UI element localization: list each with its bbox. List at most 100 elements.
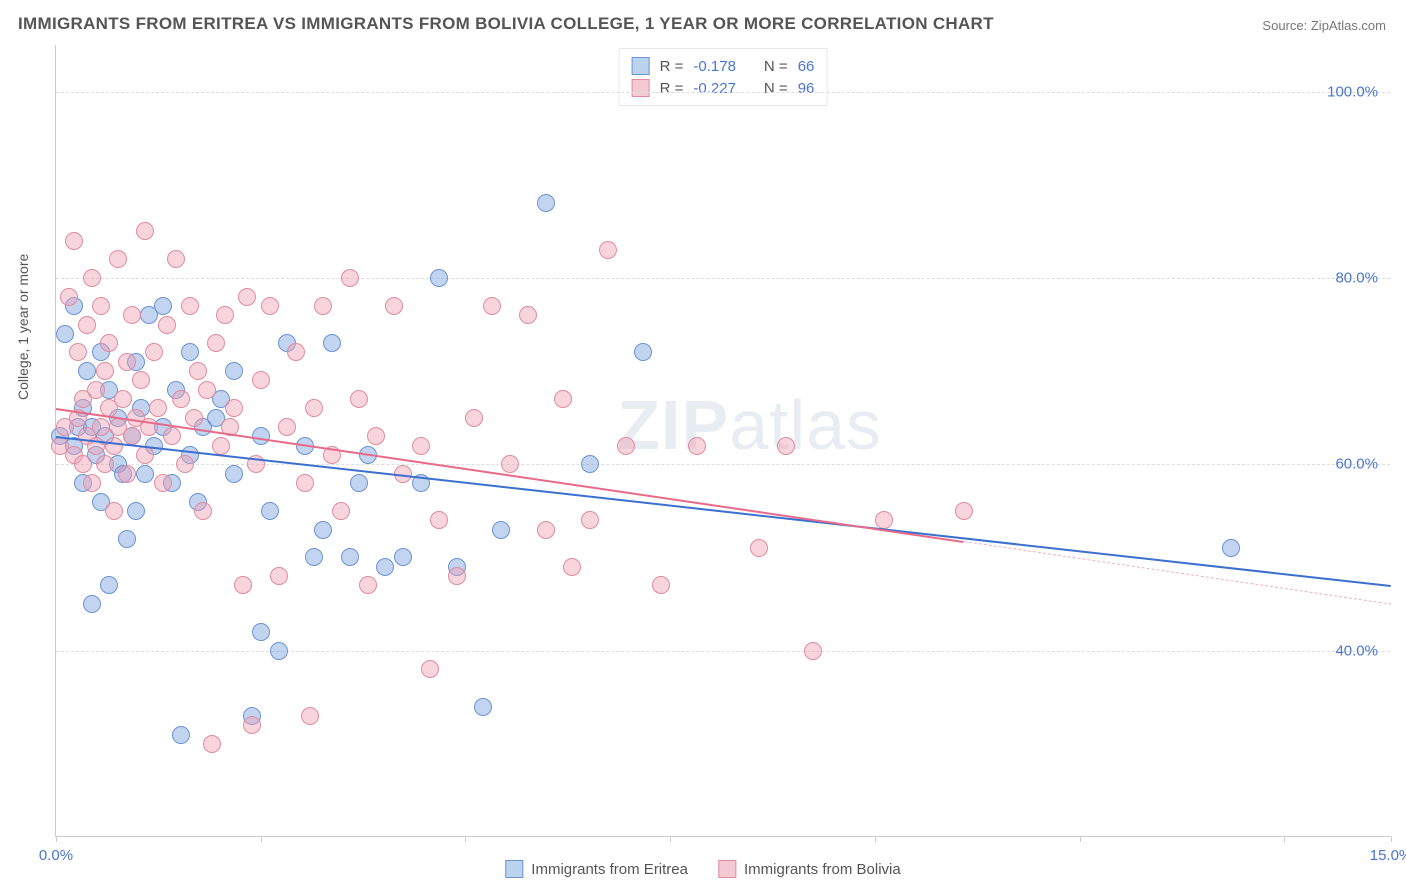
- stat-n-label: N =: [764, 80, 788, 97]
- scatter-point: [203, 735, 221, 753]
- scatter-point: [474, 698, 492, 716]
- scatter-point: [96, 455, 114, 473]
- gridline-h: [56, 651, 1390, 652]
- trend-line-dashed: [964, 541, 1391, 605]
- scatter-point: [118, 465, 136, 483]
- y-tick-label: 60.0%: [1335, 456, 1378, 473]
- scatter-point: [118, 530, 136, 548]
- scatter-point: [83, 269, 101, 287]
- chart-container: IMMIGRANTS FROM ERITREA VS IMMIGRANTS FR…: [0, 0, 1406, 892]
- scatter-point: [181, 343, 199, 361]
- scatter-point: [154, 474, 172, 492]
- stat-r-label: R =: [660, 58, 684, 75]
- source-name: ZipAtlas.com: [1311, 18, 1386, 33]
- scatter-point: [145, 343, 163, 361]
- scatter-point: [87, 381, 105, 399]
- scatter-point: [448, 567, 466, 585]
- scatter-point: [167, 250, 185, 268]
- scatter-point: [69, 343, 87, 361]
- scatter-point: [537, 194, 555, 212]
- stat-legend-row: R =-0.178N =66: [632, 55, 815, 77]
- scatter-point: [154, 297, 172, 315]
- scatter-point: [430, 511, 448, 529]
- scatter-point: [305, 548, 323, 566]
- scatter-point: [634, 343, 652, 361]
- scatter-point: [225, 362, 243, 380]
- scatter-point: [350, 390, 368, 408]
- gridline-h: [56, 92, 1390, 93]
- scatter-point: [189, 362, 207, 380]
- scatter-point: [955, 502, 973, 520]
- scatter-point: [78, 362, 96, 380]
- scatter-point: [78, 316, 96, 334]
- scatter-point: [96, 362, 114, 380]
- scatter-point: [394, 548, 412, 566]
- scatter-point: [123, 306, 141, 324]
- legend-series-name: Immigrants from Bolivia: [744, 861, 901, 878]
- watermark-bold: ZIP: [617, 386, 729, 464]
- scatter-point: [305, 399, 323, 417]
- legend-swatch: [632, 79, 650, 97]
- scatter-point: [301, 707, 319, 725]
- stat-n-value: 66: [798, 58, 815, 75]
- legend-swatch: [718, 860, 736, 878]
- scatter-point: [1222, 539, 1240, 557]
- scatter-point: [158, 316, 176, 334]
- legend-series-name: Immigrants from Eritrea: [531, 861, 688, 878]
- scatter-point: [332, 502, 350, 520]
- scatter-point: [234, 576, 252, 594]
- scatter-point: [750, 539, 768, 557]
- stat-r-label: R =: [660, 80, 684, 97]
- scatter-point: [617, 437, 635, 455]
- scatter-point: [519, 306, 537, 324]
- scatter-point: [92, 297, 110, 315]
- x-tick-label: 0.0%: [39, 847, 73, 864]
- scatter-point: [875, 511, 893, 529]
- scatter-point: [252, 371, 270, 389]
- scatter-point: [287, 343, 305, 361]
- scatter-point: [376, 558, 394, 576]
- scatter-point: [261, 297, 279, 315]
- scatter-point: [243, 716, 261, 734]
- scatter-point: [83, 474, 101, 492]
- scatter-point: [185, 409, 203, 427]
- x-tick-mark: [1284, 836, 1285, 842]
- scatter-point: [176, 455, 194, 473]
- watermark: ZIPatlas: [617, 385, 882, 465]
- gridline-h: [56, 278, 1390, 279]
- scatter-point: [212, 437, 230, 455]
- scatter-point: [804, 642, 822, 660]
- stat-n-label: N =: [764, 58, 788, 75]
- bottom-legend-item: Immigrants from Eritrea: [505, 860, 688, 878]
- scatter-point: [118, 353, 136, 371]
- x-tick-mark: [261, 836, 262, 842]
- scatter-point: [225, 465, 243, 483]
- scatter-point: [323, 334, 341, 352]
- y-tick-label: 40.0%: [1335, 642, 1378, 659]
- scatter-point: [492, 521, 510, 539]
- scatter-point: [216, 306, 234, 324]
- scatter-point: [56, 325, 74, 343]
- scatter-point: [60, 288, 78, 306]
- scatter-point: [172, 726, 190, 744]
- x-tick-mark: [465, 836, 466, 842]
- scatter-point: [270, 642, 288, 660]
- scatter-point: [65, 232, 83, 250]
- x-tick-mark: [875, 836, 876, 842]
- scatter-point: [430, 269, 448, 287]
- scatter-point: [136, 222, 154, 240]
- scatter-point: [225, 399, 243, 417]
- scatter-point: [74, 455, 92, 473]
- scatter-point: [563, 558, 581, 576]
- scatter-point: [83, 595, 101, 613]
- scatter-point: [207, 334, 225, 352]
- scatter-point: [385, 297, 403, 315]
- scatter-point: [412, 437, 430, 455]
- scatter-point: [163, 427, 181, 445]
- scatter-point: [501, 455, 519, 473]
- scatter-point: [465, 409, 483, 427]
- scatter-point: [114, 390, 132, 408]
- scatter-point: [198, 381, 216, 399]
- scatter-point: [314, 297, 332, 315]
- scatter-point: [172, 390, 190, 408]
